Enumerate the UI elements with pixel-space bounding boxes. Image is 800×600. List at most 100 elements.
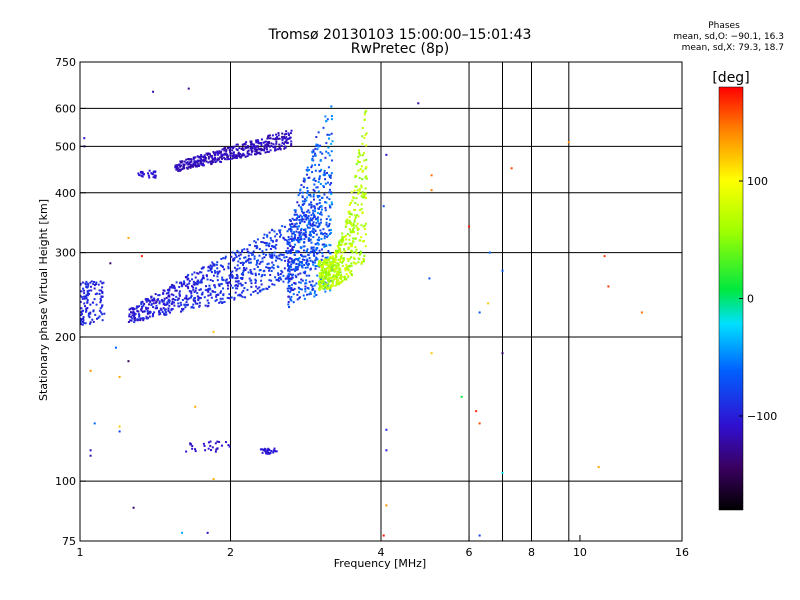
data-point [200, 279, 203, 282]
data-point [329, 264, 332, 267]
data-point [222, 153, 225, 156]
data-point [296, 251, 299, 254]
data-point [316, 264, 319, 267]
data-point [298, 287, 301, 290]
data-point [236, 264, 239, 267]
data-point [327, 215, 330, 218]
data-point [235, 255, 238, 258]
data-point [314, 267, 317, 270]
data-point [322, 274, 325, 277]
data-point [100, 289, 103, 292]
data-point [91, 318, 94, 321]
data-point [307, 263, 310, 266]
data-point [328, 133, 331, 136]
data-point [331, 140, 334, 143]
cluster-point [148, 169, 151, 172]
isolated-point [140, 255, 143, 258]
data-point [291, 223, 294, 226]
cluster-point [209, 444, 212, 447]
data-point [243, 266, 246, 269]
data-point [361, 142, 364, 145]
data-point [197, 279, 200, 282]
data-point [184, 275, 187, 278]
data-point [225, 148, 228, 151]
data-point [303, 178, 306, 181]
data-point [359, 154, 362, 157]
data-point [353, 189, 356, 192]
data-point [260, 283, 263, 286]
y-axis-label: Stationary phase Virtual Height [km] [37, 199, 50, 401]
data-point [228, 281, 231, 284]
data-point [300, 288, 303, 291]
data-point [326, 260, 329, 263]
data-point [283, 225, 286, 228]
data-point [234, 252, 237, 255]
data-point [279, 231, 282, 234]
data-point [89, 285, 92, 288]
data-point [267, 244, 270, 247]
data-point [363, 159, 366, 162]
data-point [273, 283, 276, 286]
data-point [196, 159, 199, 162]
data-point [80, 294, 82, 297]
data-point [200, 278, 203, 281]
data-point [315, 186, 318, 189]
isolated-point [430, 174, 433, 177]
chart-subtitle: RwPretec (8p) [350, 41, 450, 57]
data-point [258, 286, 261, 289]
data-point [258, 248, 261, 251]
data-point [328, 191, 331, 194]
cluster-point [189, 443, 192, 446]
data-point [339, 249, 342, 252]
data-point [272, 267, 275, 270]
data-point [266, 263, 269, 266]
data-point [89, 311, 92, 314]
data-point [224, 257, 227, 260]
data-point [331, 262, 334, 265]
data-point [176, 299, 179, 302]
data-point [139, 317, 142, 320]
data-point [210, 155, 213, 158]
data-point [96, 317, 99, 320]
data-point [274, 148, 277, 151]
data-point [248, 153, 251, 156]
data-point [292, 268, 295, 271]
data-point [198, 159, 201, 162]
data-point [249, 258, 252, 261]
data-point [316, 225, 319, 228]
data-point [173, 287, 176, 290]
data-point [260, 279, 263, 282]
data-points [80, 87, 643, 537]
data-point [148, 315, 151, 318]
data-point [207, 304, 210, 307]
data-point [192, 158, 195, 161]
data-point [197, 282, 200, 285]
data-point [321, 255, 324, 258]
data-point [209, 268, 212, 271]
data-point [136, 310, 139, 313]
data-point [298, 240, 301, 243]
data-point [293, 282, 296, 285]
data-point [198, 156, 201, 159]
data-point [289, 297, 292, 300]
data-point [212, 274, 215, 277]
isolated-point [468, 225, 471, 228]
data-point [345, 267, 348, 270]
data-point [90, 280, 93, 283]
data-point [80, 283, 82, 286]
data-point [152, 299, 155, 302]
data-point [101, 295, 104, 298]
data-point [308, 233, 311, 236]
data-point [280, 278, 283, 281]
data-point [327, 166, 330, 169]
data-point [276, 279, 279, 282]
data-point [242, 289, 245, 292]
data-point [333, 259, 336, 262]
data-point [338, 247, 341, 250]
data-point [177, 302, 180, 305]
data-point [200, 163, 203, 166]
data-point [225, 150, 228, 153]
data-point [291, 249, 294, 252]
data-point [316, 258, 319, 261]
data-point [309, 231, 312, 234]
